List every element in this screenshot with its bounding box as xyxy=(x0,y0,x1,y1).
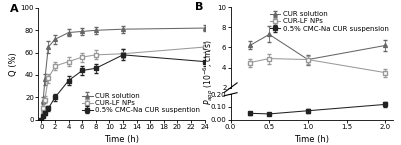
Legend: CUR solution, CUR-LF NPs, 0.5% CMC-Na CUR suspension: CUR solution, CUR-LF NPs, 0.5% CMC-Na CU… xyxy=(269,11,389,32)
X-axis label: Time (h): Time (h) xyxy=(294,135,329,144)
X-axis label: Time (h): Time (h) xyxy=(104,135,139,144)
Text: A: A xyxy=(10,3,18,13)
Y-axis label: Q (%): Q (%) xyxy=(9,52,18,76)
Text: B: B xyxy=(195,2,203,12)
Legend: CUR solution, CUR-LF NPs, 0.5% CMC-Na CUR suspention: CUR solution, CUR-LF NPs, 0.5% CMC-Na CU… xyxy=(81,93,201,114)
Text: $P_{app}$ (10$^{-6}$, cm/s): $P_{app}$ (10$^{-6}$, cm/s) xyxy=(201,40,216,105)
